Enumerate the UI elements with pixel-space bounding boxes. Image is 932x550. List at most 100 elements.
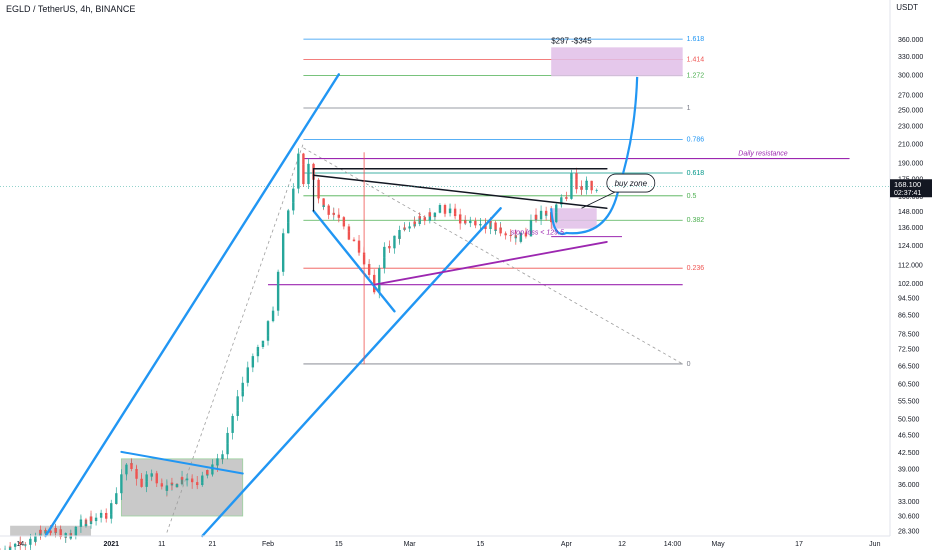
y-tick-label: 66.500 [898,363,920,370]
candle-body [580,186,583,190]
candle-body [49,531,52,534]
y-tick-label: 50.500 [898,417,920,424]
x-tick-label: Apr [561,541,573,548]
candle-body [413,221,416,224]
y-tick-label: 55.500 [898,398,920,405]
candle-body [327,205,330,209]
candle-body [570,173,573,180]
candle-body [120,483,123,494]
candle-body [590,180,593,186]
y-tick-label: 270.000 [898,93,923,100]
wedge-down-line [312,209,396,313]
fib-level-label: 0.236 [687,265,705,272]
annotations: $297 -$345 Daily resistance stop loss < 12… [511,36,788,236]
y-tick-label: 112.000 [898,263,923,270]
candle-body [544,214,548,216]
price-axis-panel [890,0,932,550]
candle-body [347,231,351,240]
candle-body [458,214,462,224]
fib-trendline [303,147,683,365]
y-tick-label: 60.500 [898,382,920,389]
buy-zone [551,208,597,229]
candle-body [19,541,22,545]
candle-body [104,515,108,519]
candle-body [64,533,67,538]
candle-body [474,223,477,226]
currency-label[interactable]: USDT [896,3,918,12]
candle-body [170,482,174,484]
candle-body [565,197,568,199]
candle-body [428,212,432,217]
candle-body [347,226,351,232]
candle-body [297,166,300,189]
y-tick-label: 33.000 [898,499,920,506]
candle-body [388,246,391,249]
candle-body [357,249,361,253]
candle-body [575,179,578,190]
y-tick-label: 94.500 [898,296,920,303]
candle-body [266,321,270,336]
candle-body [160,484,164,487]
candle-body [206,470,209,475]
fib-level-label: 0 [687,361,691,368]
candle-body [555,204,558,213]
candle-body [271,310,275,312]
candle-body [534,214,538,220]
candle-body [175,484,179,488]
candle-body [322,205,325,207]
fib-level-label: 1.618 [687,36,705,43]
candle-body [276,271,280,284]
candle-body [155,473,158,484]
daily-resistance-label: Daily resistance [738,151,788,158]
x-tick-label: May [711,541,725,548]
candle-body [403,227,406,229]
candle-body [44,530,47,531]
buy-zone-callout [606,173,656,193]
candle-body [539,215,543,220]
candle-body [519,232,523,242]
y-tick-label: 230.000 [898,124,923,131]
candle-body [256,346,260,352]
candle-body [246,367,249,372]
x-tick-label: 14:00 [664,541,682,548]
candle-body [514,237,517,239]
candle-body [555,212,558,223]
y-tick-label: 28.300 [898,528,920,535]
stop-loss-label: stop loss < 129.5 [511,230,564,237]
candle-body [438,204,442,211]
candle-body [94,517,98,520]
candle-body [216,458,219,466]
rising-support-line [373,241,608,286]
x-tick-label: 2021 [103,541,119,548]
candle-body [332,212,335,215]
x-tick-label: 21 [208,541,216,548]
candle-body [383,246,386,258]
candle-body [115,493,118,504]
candle-body [190,479,194,483]
candle-body [231,415,234,429]
candle-body [276,283,280,311]
candle-body [479,224,482,225]
candle-body [504,234,507,236]
y-tick-label: 136.000 [898,225,923,232]
candle-body [110,503,113,515]
y-tick-label: 160.000 [898,194,923,201]
candle-body [201,475,204,483]
candle-body [271,311,275,322]
candle-body [110,514,113,519]
x-tick-label: Mar [404,541,417,548]
candle-body [221,454,224,460]
candle-body [393,235,396,239]
candle-body [261,340,265,344]
candle-body [317,179,320,197]
fib-level-label: 1.414 [687,56,705,63]
candle-body [453,213,457,217]
candle-body [79,519,83,522]
y-tick-label: 210.000 [898,141,923,148]
parabolic-arc [550,76,639,235]
candle-body [373,274,376,284]
candle-body [165,485,169,491]
candle-body [393,238,396,249]
